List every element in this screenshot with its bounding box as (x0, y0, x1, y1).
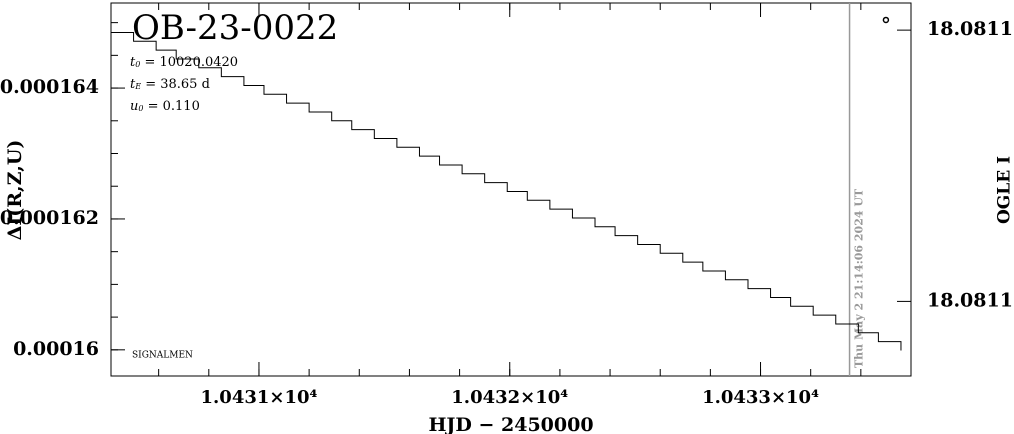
parameter-value: = 38.65 d (141, 77, 210, 92)
ogle-point (882, 16, 890, 24)
y2-tick-label: 18.0811 (927, 18, 1013, 40)
x-tick-label: 1.0432×10⁴ (451, 387, 568, 408)
parameter-subscript: 0 (135, 60, 140, 69)
parameter: tE = 38.65 d (130, 77, 210, 92)
y2-axis-label: OGLE I (995, 156, 1014, 224)
now-label: Thu May 2 21:14:06 2024 UT (853, 188, 866, 368)
step-line (111, 31, 902, 351)
y2-tick-label: 18.0811 (927, 289, 1013, 311)
parameter-subscript: 0 (138, 104, 143, 113)
y-tick-label: 0.00016 (13, 338, 99, 360)
y-axis-label: ΔI(R,Z,U) (4, 140, 26, 241)
parameter: t0 = 10020.0420 (130, 55, 238, 70)
x-axis-label: HJD − 2450000 (428, 414, 593, 434)
parameter-value: = 0.110 (143, 99, 199, 114)
parameter-symbol: u (130, 99, 138, 114)
plot-frame (110, 2, 912, 377)
parameter-symbol: t (130, 55, 136, 70)
parameter: u0 = 0.110 (130, 99, 200, 114)
parameter-subscript: E (134, 82, 141, 91)
chart-title: OB-23-0022 (132, 8, 338, 48)
x-tick-label: 1.0433×10⁴ (702, 387, 819, 408)
x-tick-label: 1.0431×10⁴ (201, 387, 318, 408)
y-tick-label: 0.000164 (0, 76, 99, 98)
y-tick-label: 0.000162 (0, 207, 99, 229)
parameter-value: = 10020.0420 (140, 55, 238, 70)
note: SIGNALMEN (132, 351, 193, 361)
parameter-symbol: t (130, 77, 136, 92)
